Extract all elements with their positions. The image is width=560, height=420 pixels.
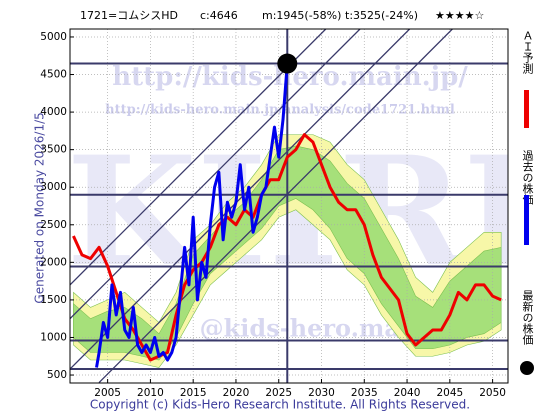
x-tick-label: 2015 <box>180 387 207 399</box>
x-tick-label: 2010 <box>137 387 164 399</box>
plot-area: http://kids-hero.main.jp/http://kids-her… <box>70 29 508 383</box>
y-tick-label: 4000 <box>40 106 67 118</box>
y-tick-label: 5000 <box>40 31 67 43</box>
y-tick-label: 3000 <box>40 181 67 193</box>
y-tick-label: 2500 <box>40 219 67 231</box>
latest-point <box>277 53 298 74</box>
x-tick-label: 2045 <box>436 387 463 399</box>
series-line <box>95 63 289 368</box>
y-tick-label: 1500 <box>40 294 67 306</box>
y-tick-label: 4500 <box>40 69 67 81</box>
header-rating: ★★★★☆ <box>435 9 484 22</box>
x-tick-label: 2030 <box>308 387 335 399</box>
legend-label: 過去の株価 <box>521 150 534 205</box>
watermark: http://kids-hero.main.jp/analysis/code17… <box>105 103 455 118</box>
legend-swatch <box>524 90 529 128</box>
x-tick-label: 2025 <box>265 387 292 399</box>
header-current: c:4646 <box>200 9 238 22</box>
x-tick-label: 2005 <box>94 387 121 399</box>
legend-label: 最新の株価 <box>521 290 534 345</box>
y-tick-label: 500 <box>47 369 67 381</box>
legend-swatch <box>524 195 529 245</box>
x-tick-label: 2035 <box>351 387 378 399</box>
trend-line <box>70 29 361 320</box>
plot-border <box>69 28 509 384</box>
header-target: t:3525(-24%) <box>345 9 418 22</box>
x-tick-label: 2040 <box>394 387 421 399</box>
x-tick-label: 2050 <box>479 387 506 399</box>
y-tick-label: 2000 <box>40 256 67 268</box>
x-tick-label: 2020 <box>223 387 250 399</box>
trend-line <box>98 29 453 383</box>
y-tick-label: 3500 <box>40 144 67 156</box>
footer: Copyright (c) Kids-Hero Research Institu… <box>90 398 470 412</box>
y-tick-label: 1000 <box>40 331 67 343</box>
trend-line <box>70 29 411 370</box>
header-code: 1721=コムシスHD <box>80 9 178 22</box>
y-axis-label: Generated on Monday 2026/1/5. <box>33 108 47 303</box>
legend-swatch <box>520 361 534 375</box>
header-min: m:1945(-58%) <box>262 9 341 22</box>
legend-label: ＡＩ予測 <box>521 30 534 75</box>
